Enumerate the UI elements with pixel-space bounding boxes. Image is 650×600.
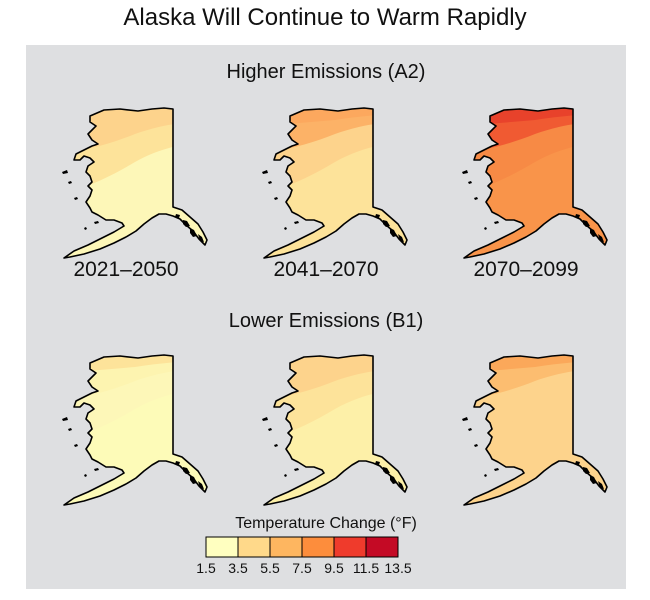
island xyxy=(583,220,590,227)
legend-swatch xyxy=(237,536,271,558)
alaska-map-b1-2 xyxy=(262,354,408,506)
alaska-outline xyxy=(63,107,208,259)
legend-tick-label: 9.5 xyxy=(324,560,344,576)
island xyxy=(494,221,499,224)
island xyxy=(398,234,404,242)
alaska-map-a2-2 xyxy=(262,107,408,259)
legend-swatch xyxy=(269,536,303,558)
island xyxy=(190,475,197,484)
island xyxy=(94,221,99,224)
legend-swatch xyxy=(301,536,335,558)
legend-tick-label: 11.5 xyxy=(353,560,379,576)
island xyxy=(74,197,78,200)
island xyxy=(183,467,190,474)
island xyxy=(284,227,287,230)
legend-swatch xyxy=(205,536,239,558)
island xyxy=(68,428,72,431)
period-label-3: 2070–2099 xyxy=(473,258,579,281)
temperature-legend: 1.5 3.5 5.5 7.5 9.5 11.5 13.5 xyxy=(196,536,412,576)
island xyxy=(590,228,597,237)
island xyxy=(390,475,397,484)
legend-tick-label: 5.5 xyxy=(260,560,280,576)
island xyxy=(474,197,478,200)
alaska-outline xyxy=(263,354,408,506)
island xyxy=(494,468,499,471)
island xyxy=(175,214,180,218)
island xyxy=(62,417,68,421)
island xyxy=(598,481,604,489)
alaska-outline xyxy=(463,107,608,259)
island xyxy=(274,444,278,447)
alaska-outline xyxy=(63,354,208,506)
island xyxy=(590,475,597,484)
island xyxy=(198,234,204,242)
legend-tick-label: 13.5 xyxy=(384,560,411,576)
island xyxy=(175,461,180,465)
island xyxy=(383,220,390,227)
alaska-map-b1-3 xyxy=(462,354,608,506)
legend-title: Temperature Change (°F) xyxy=(235,515,417,532)
island xyxy=(268,428,272,431)
island xyxy=(474,444,478,447)
island xyxy=(284,474,287,477)
alaska-map-b1-1 xyxy=(62,354,208,506)
legend-tick-label: 1.5 xyxy=(196,560,216,576)
island xyxy=(274,197,278,200)
island xyxy=(575,461,580,465)
alaska-outline xyxy=(263,107,408,259)
island xyxy=(268,181,272,184)
island xyxy=(84,474,87,477)
alaska-map-a2-1 xyxy=(62,107,208,259)
island xyxy=(94,468,99,471)
island xyxy=(390,228,397,237)
island xyxy=(262,417,268,421)
island xyxy=(183,220,190,227)
island xyxy=(62,170,68,174)
figure-title: Alaska Will Continue to Warm Rapidly xyxy=(123,4,527,31)
island xyxy=(294,468,299,471)
island xyxy=(575,214,580,218)
island xyxy=(190,228,197,237)
legend-swatch xyxy=(365,536,399,558)
legend-tick-label: 7.5 xyxy=(292,560,312,576)
island xyxy=(484,474,487,477)
island xyxy=(84,227,87,230)
alaska-outline xyxy=(463,354,608,506)
island xyxy=(68,181,72,184)
island xyxy=(294,221,299,224)
island xyxy=(468,181,472,184)
legend-swatch xyxy=(333,536,367,558)
island xyxy=(198,481,204,489)
island xyxy=(583,467,590,474)
island xyxy=(398,481,404,489)
island xyxy=(383,467,390,474)
island xyxy=(468,428,472,431)
island xyxy=(262,170,268,174)
island xyxy=(375,461,380,465)
higher-emissions-heading: Higher Emissions (A2) xyxy=(226,61,426,83)
period-label-1: 2021–2050 xyxy=(73,258,179,281)
alaska-map-a2-3 xyxy=(462,107,608,259)
island xyxy=(462,170,468,174)
lower-emissions-heading: Lower Emissions (B1) xyxy=(228,310,424,332)
island xyxy=(74,444,78,447)
island xyxy=(484,227,487,230)
island xyxy=(375,214,380,218)
island xyxy=(598,234,604,242)
legend-tick-label: 3.5 xyxy=(228,560,248,576)
period-label-2: 2041–2070 xyxy=(273,258,379,281)
map-panel: Higher Emissions (A2) Lower Emissions (B… xyxy=(26,45,626,589)
island xyxy=(462,417,468,421)
